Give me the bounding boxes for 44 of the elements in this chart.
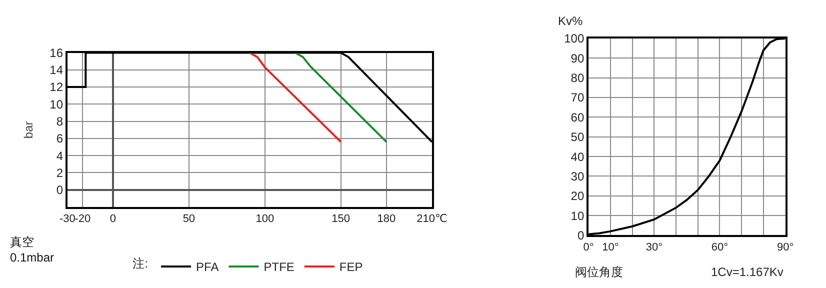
y-axis-title: bar	[21, 121, 36, 139]
y-tick-label: 60	[570, 110, 584, 124]
x-tick-label: 150	[332, 213, 350, 226]
x-tick-label: 180	[377, 213, 396, 226]
text: 真空 0.1mbar	[10, 235, 54, 265]
y-tick-label: 80	[570, 71, 584, 86]
x-tick-label: 100	[256, 213, 274, 226]
legend-label: PFA	[196, 260, 219, 274]
y-tick-label: 10	[570, 208, 584, 223]
y-tick-label: 50	[570, 130, 584, 144]
x-tick-label: 50	[182, 213, 196, 226]
y-tick-label: 4	[56, 148, 64, 163]
x-tick-label: 10°	[602, 241, 619, 254]
x-tick-label: -20	[74, 213, 91, 226]
y-tick-label: 100	[564, 32, 584, 46]
x-tick-label: 90°	[776, 241, 794, 254]
line-series	[294, 52, 388, 143]
y-tick-label: 40	[570, 150, 584, 164]
y-tick-label: 30	[570, 169, 584, 184]
y-tick-label: 70	[570, 90, 584, 105]
y-tick-label: 10	[50, 97, 64, 112]
x-tick-label: 0	[110, 213, 116, 226]
y-tick-label: 6	[56, 132, 64, 146]
x-tick-label: 210℃	[416, 213, 448, 226]
x-tick-label: 0°	[583, 241, 594, 254]
y-tick-label: 90	[570, 51, 584, 66]
y-tick-label: 20	[570, 189, 584, 204]
x-tick-label: 30°	[646, 241, 662, 254]
y-tick-label: 8	[56, 114, 64, 129]
line-series	[248, 52, 342, 143]
x-tick-label: -30	[59, 213, 76, 226]
x-axis-title: 阀位角度	[575, 265, 623, 279]
y-tick-label: 0	[577, 228, 584, 242]
y-tick-label: 14	[50, 63, 64, 78]
y-tick-label: 2	[56, 166, 64, 180]
y-axis-title: Kv%	[558, 14, 584, 28]
x-tick-label: 60°	[711, 241, 728, 254]
legend-title: 注:	[132, 256, 148, 271]
legend-label: FEP	[339, 260, 363, 274]
text: 1Cv=1.167Kv	[711, 265, 784, 279]
y-tick-label: 16	[50, 46, 64, 60]
y-tick-label: 12	[50, 80, 64, 94]
y-tick-label: 0	[56, 183, 64, 198]
legend-label: PTFE	[264, 260, 294, 274]
